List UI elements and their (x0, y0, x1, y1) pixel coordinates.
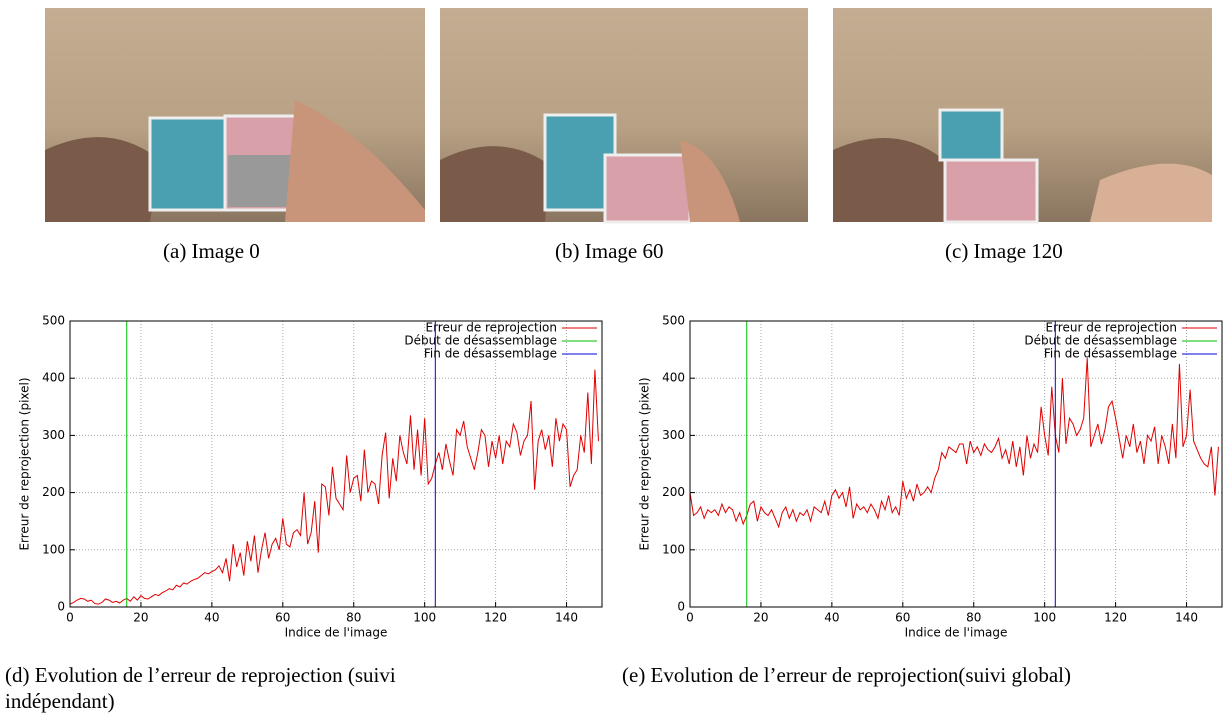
photo-a (45, 8, 425, 222)
x-tick-label: 20 (133, 611, 148, 625)
plot-frame (69, 320, 603, 608)
x-tick-label: 140 (1175, 611, 1198, 625)
x-tick-label: 120 (1104, 611, 1127, 625)
y-tick-label: 100 (662, 542, 685, 556)
x-tick-label: 60 (275, 611, 290, 625)
x-tick-label: 100 (1033, 611, 1056, 625)
legend-label: Début de désassemblage (404, 334, 557, 348)
y-tick-label: 300 (662, 428, 685, 442)
caption: (e) Evolution de l’erreur de reprojectio… (622, 663, 1071, 687)
legend-label: Fin de désassemblage (1044, 347, 1177, 361)
x-axis-label: Indice de l'image (905, 626, 1008, 640)
x-tick-label: 80 (346, 611, 361, 625)
photo-b (440, 8, 808, 224)
y-tick-label: 400 (662, 371, 685, 385)
photo-c (833, 8, 1212, 224)
x-axis-label: Indice de l'image (285, 626, 388, 640)
y-axis-label: Erreur de reprojection (pixel) (18, 377, 32, 550)
legend-label: Début de désassemblage (1024, 334, 1177, 348)
y-tick-label: 100 (42, 542, 65, 556)
y-tick-label: 0 (57, 600, 65, 614)
legend-label: Erreur de reprojection (1045, 321, 1177, 335)
caption: (a) Image 0 (163, 239, 260, 263)
y-tick-label: 200 (42, 485, 65, 499)
x-tick-label: 80 (966, 611, 981, 625)
legend-label: Fin de désassemblage (424, 347, 557, 361)
x-tick-label: 40 (204, 611, 219, 625)
x-tick-label: 120 (484, 611, 507, 625)
line-series (689, 358, 1219, 529)
y-tick-label: 500 (42, 314, 65, 328)
caption: (b) Image 60 (555, 239, 664, 263)
line-series (69, 369, 599, 605)
x-tick-label: 20 (753, 611, 768, 625)
y-axis-label: Erreur de reprojection (pixel) (638, 377, 652, 550)
y-tick-label: 500 (662, 314, 685, 328)
plot-frame (689, 320, 1223, 608)
x-tick-label: 0 (686, 611, 694, 625)
x-tick-label: 100 (413, 611, 436, 625)
x-tick-label: 40 (824, 611, 839, 625)
x-tick-label: 0 (66, 611, 74, 625)
x-tick-label: 140 (555, 611, 578, 625)
caption: (d) Evolution de l’erreur de reprojectio… (5, 663, 396, 713)
legend-label: Erreur de reprojection (425, 321, 557, 335)
y-tick-label: 0 (677, 600, 685, 614)
y-tick-label: 200 (662, 485, 685, 499)
x-tick-label: 60 (895, 611, 910, 625)
y-tick-label: 300 (42, 428, 65, 442)
y-tick-label: 400 (42, 371, 65, 385)
caption: (c) Image 120 (945, 239, 1063, 263)
